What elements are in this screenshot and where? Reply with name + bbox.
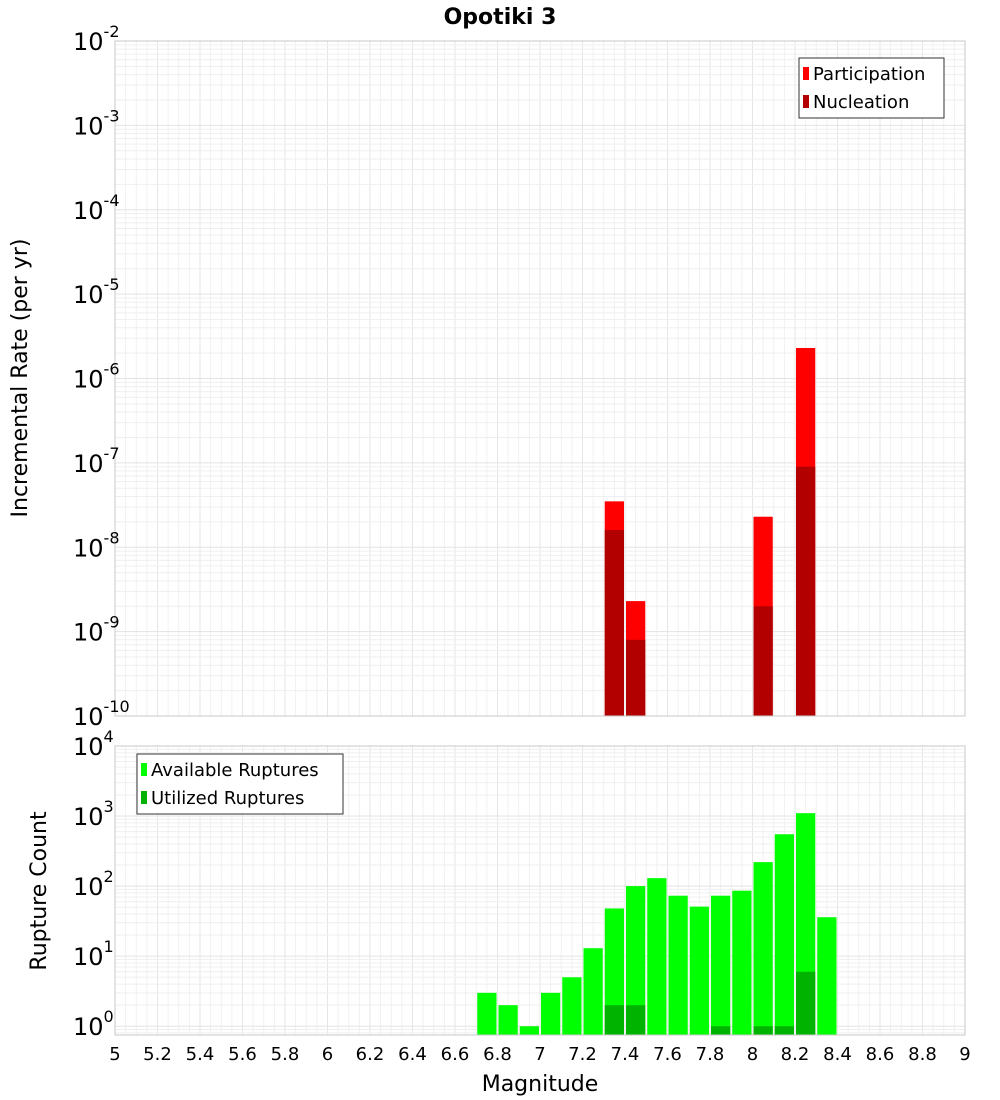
bottom-bar-primary: [583, 948, 603, 1035]
top-y-tick-label: 10-9: [73, 613, 120, 647]
top-bars: [604, 347, 816, 716]
bottom-bar-secondary: [796, 971, 816, 1035]
x-tick-label: 5.2: [143, 1044, 172, 1065]
bottom-plot-frame: [114, 745, 966, 1036]
x-tick-label: 6.6: [441, 1044, 470, 1065]
bottom-legend-swatch: [141, 791, 147, 804]
top-plot-frame: [114, 40, 966, 717]
x-tick-label: 5.6: [228, 1044, 257, 1065]
top-bar-secondary: [604, 530, 624, 716]
bottom-y-ticks: 100 101 102 103 104: [73, 727, 114, 1041]
top-y-tick-label: 10-7: [73, 444, 120, 478]
x-tick-label: 7.4: [611, 1044, 640, 1065]
top-y-ticks: 10-10 10-9 10-8 10-7 10-6 10-5 10-4 10-3 10-2: [73, 22, 130, 731]
top-legend-label: Nucleation: [813, 92, 909, 113]
top-y-tick-label: 10-10: [73, 697, 130, 731]
bottom-y-tick-label: 104: [73, 727, 114, 761]
top-y-tick-label: 10-5: [73, 275, 120, 309]
top-legend: Participation Nucleation: [798, 57, 945, 119]
bottom-bar-primary: [562, 977, 582, 1035]
bottom-bar-primary: [689, 906, 709, 1035]
x-tick-label: 7: [534, 1044, 545, 1065]
bottom-legend-box: [136, 753, 344, 815]
x-tick-label: 5.8: [271, 1044, 300, 1065]
x-tick-label: 5.4: [186, 1044, 215, 1065]
x-tick-label: 6.4: [398, 1044, 427, 1065]
top-gridlines: [114, 40, 966, 717]
bottom-legend-swatch: [141, 763, 147, 776]
top-legend-swatch: [803, 67, 809, 80]
bottom-y-tick-label: 100: [73, 1007, 114, 1041]
x-tick-label: 8.6: [866, 1044, 895, 1065]
bottom-bar-primary: [604, 908, 624, 1035]
x-tick-label: 8.8: [908, 1044, 937, 1065]
top-y-tick-label: 10-6: [73, 360, 120, 394]
x-tick-label: 7.6: [653, 1044, 682, 1065]
bottom-legend-label: Utilized Ruptures: [151, 788, 304, 809]
x-axis-label: Magnitude: [482, 1072, 599, 1097]
bottom-bars: [477, 813, 837, 1035]
top-bar-secondary: [796, 466, 816, 716]
bottom-bar-secondary: [753, 1026, 773, 1035]
top-legend-box: [798, 57, 945, 119]
bottom-bar-primary: [668, 895, 688, 1035]
x-tick-label: 9: [959, 1044, 970, 1065]
bottom-panel: 100 101 102 103 104 Rupture Count Available …: [27, 727, 966, 1041]
bottom-bar-primary: [626, 886, 646, 1035]
bottom-bar-secondary: [604, 1005, 624, 1035]
bottom-y-tick-label: 102: [73, 867, 114, 901]
top-bar-secondary: [626, 639, 646, 716]
top-legend-label: Participation: [813, 64, 925, 85]
x-tick-label: 7.2: [568, 1044, 597, 1065]
top-panel: 10-10 10-9 10-8 10-7 10-6 10-5 10-4 10-3 10-2 In…: [8, 22, 966, 731]
x-tick-label: 5: [109, 1044, 120, 1065]
bottom-bar-primary: [753, 862, 773, 1035]
bottom-bar-primary: [477, 992, 497, 1035]
bottom-legend-label: Available Ruptures: [151, 760, 319, 781]
bottom-bar-secondary: [774, 1026, 794, 1035]
top-y-tick-label: 10-2: [73, 22, 120, 56]
x-ticks: 5 5.2 5.4 5.6 5.8 6 6.2 6.4 6.6 6.8 7 7.2 7.4 7.6 7.8 8…: [109, 1044, 970, 1065]
x-tick-label: 6.2: [356, 1044, 385, 1065]
bottom-bar-primary: [732, 890, 752, 1035]
bottom-bar-primary: [541, 992, 561, 1035]
bottom-bar-primary: [711, 895, 731, 1035]
bottom-bar-primary: [774, 834, 794, 1035]
bottom-bar-primary: [519, 1026, 539, 1035]
x-tick-label: 6.8: [483, 1044, 512, 1065]
chart-title: Opotiki 3: [444, 5, 557, 30]
x-tick-label: 8.2: [781, 1044, 810, 1065]
bottom-bar-secondary: [711, 1026, 731, 1035]
bottom-bar-primary: [498, 1005, 518, 1035]
top-legend-swatch: [803, 95, 809, 108]
top-y-axis-label: Incremental Rate (per yr): [8, 239, 33, 518]
x-tick-label: 8: [747, 1044, 758, 1065]
bottom-y-tick-label: 103: [73, 797, 114, 831]
bottom-y-tick-label: 101: [73, 937, 114, 971]
top-bar-secondary: [753, 606, 773, 716]
bottom-y-axis-label: Rupture Count: [27, 811, 52, 971]
top-y-tick-label: 10-4: [73, 191, 120, 225]
bottom-bar-secondary: [626, 1005, 646, 1035]
bottom-bar-primary: [647, 878, 667, 1035]
x-tick-label: 6: [322, 1044, 333, 1065]
top-y-tick-label: 10-8: [73, 528, 120, 562]
x-tick-label: 8.4: [823, 1044, 852, 1065]
top-y-tick-label: 10-3: [73, 106, 120, 140]
x-tick-label: 7.8: [696, 1044, 725, 1065]
bottom-legend: Available Ruptures Utilized Ruptures: [136, 753, 344, 815]
bottom-bar-primary: [817, 917, 837, 1035]
